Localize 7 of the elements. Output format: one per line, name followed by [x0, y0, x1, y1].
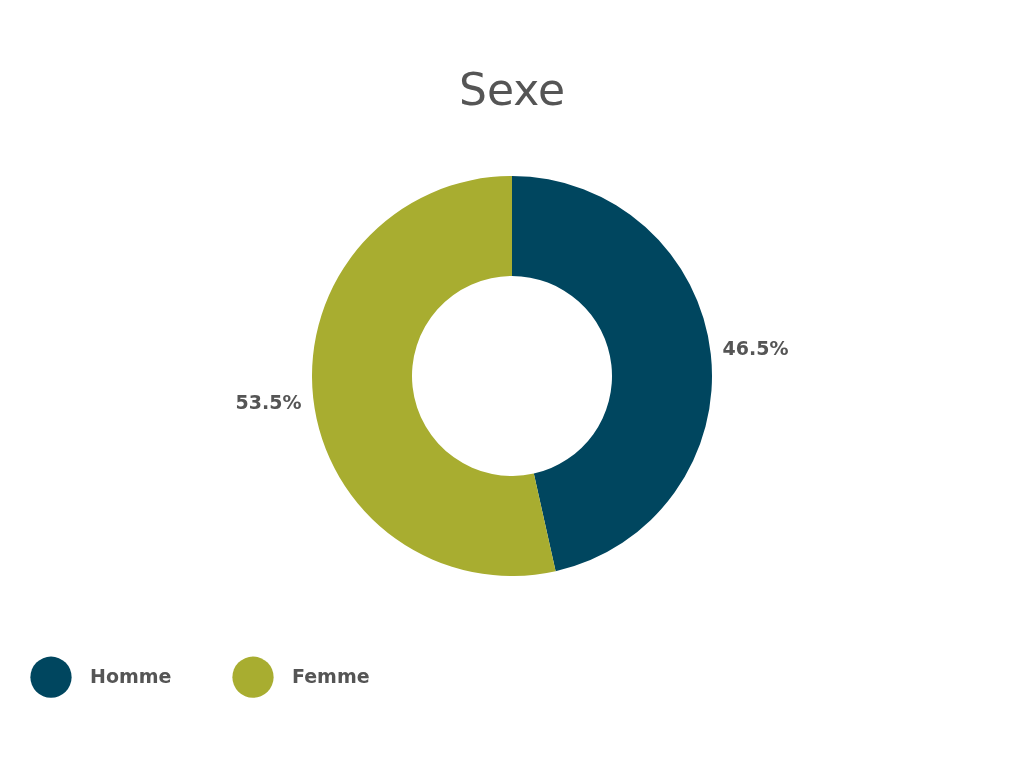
data-label: 46.5%	[722, 337, 789, 360]
chart-title: Sexe	[459, 64, 565, 115]
data-label: 53.5%	[235, 390, 302, 413]
legend-label: Femme	[292, 665, 370, 688]
donut-slice	[312, 176, 556, 576]
legend-label: Homme	[90, 665, 172, 688]
donut-slice	[512, 176, 712, 572]
